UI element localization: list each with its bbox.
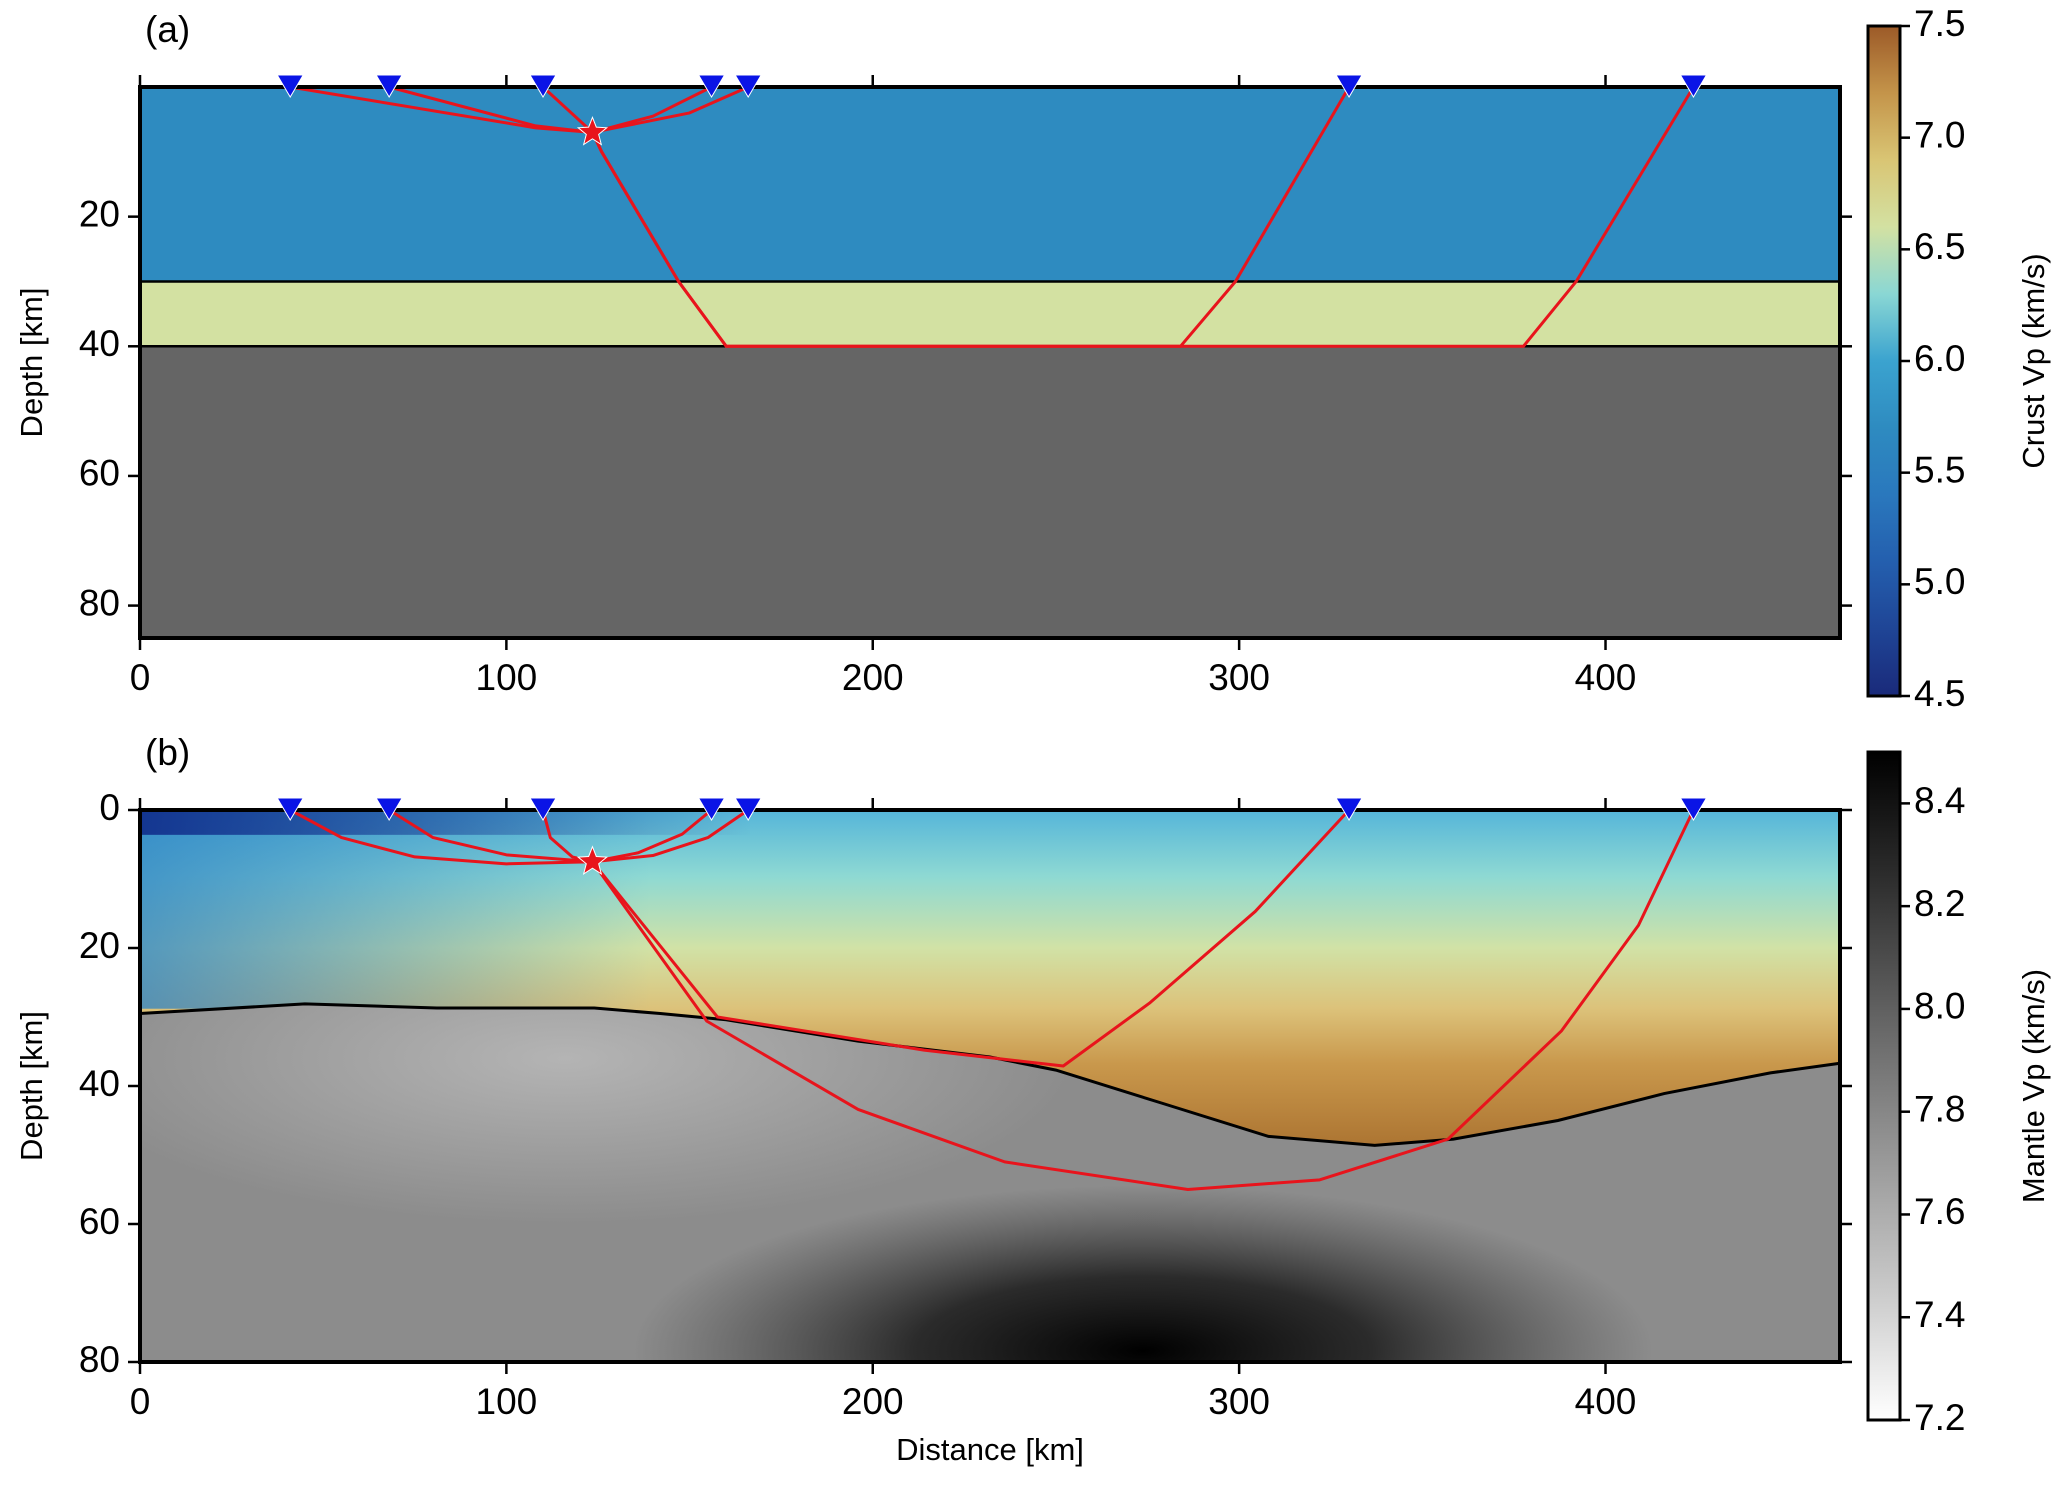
source <box>576 845 609 875</box>
colorbar <box>1866 750 1902 1422</box>
x-tick-label: 0 <box>130 1381 151 1422</box>
x-tick-label: 0 <box>130 657 151 698</box>
x-tick-label: 100 <box>476 1381 538 1422</box>
ray-path <box>592 85 749 134</box>
x-tick-label: 300 <box>1208 657 1270 698</box>
station <box>375 74 404 98</box>
station <box>734 797 763 821</box>
axes-frame <box>138 85 1842 640</box>
colorbar-tick-label: 5.5 <box>1914 449 1965 490</box>
colorbar-tick-label: 6.0 <box>1914 338 1965 379</box>
x-tick-label: 100 <box>476 657 538 698</box>
colorbar-tick-label: 7.2 <box>1914 1397 1965 1438</box>
colorbar-tick-label: 5.0 <box>1914 561 1965 602</box>
y-tick-label: 40 <box>79 323 120 364</box>
colorbar-tick-label: 7.5 <box>1914 3 1965 44</box>
x-tick-label: 200 <box>842 657 904 698</box>
station <box>697 74 726 98</box>
x-tick-label: 400 <box>1575 1381 1637 1422</box>
ray-path <box>388 808 593 864</box>
colorbar-tick-label: 8.4 <box>1914 780 1965 821</box>
layer <box>140 281 1840 347</box>
x-tick-label: 200 <box>842 1381 904 1422</box>
station <box>529 74 557 98</box>
y-tick-label: 20 <box>79 193 120 234</box>
panel-label: (b) <box>145 732 190 773</box>
colorbar-tick-label: 7.8 <box>1914 1088 1965 1129</box>
y-tick-label: 80 <box>79 582 120 623</box>
ray-path <box>591 809 1695 1191</box>
colorbar-tick-label: 8.2 <box>1914 883 1965 924</box>
colorbar-tick-label: 7.0 <box>1914 114 1965 155</box>
velocity-field <box>140 810 1840 1362</box>
colorbar-label: Crust Vp (km/s) <box>2016 253 2051 468</box>
moho <box>139 1002 1841 1147</box>
x-tick-label: 400 <box>1575 657 1637 698</box>
y-tick-label: 40 <box>79 1063 120 1104</box>
crust-left <box>140 810 1840 1009</box>
layer <box>140 346 1840 638</box>
x-axis-label: Distance [km] <box>896 1432 1084 1467</box>
ray-path <box>592 808 750 864</box>
ray-path <box>542 85 594 134</box>
colorbar-tick-label: 8.0 <box>1914 986 1965 1027</box>
colorbar-tick-label: 7.4 <box>1914 1294 1965 1335</box>
station <box>1679 74 1708 98</box>
plot-area <box>140 85 1840 638</box>
station <box>1335 797 1363 821</box>
colorbar <box>1866 24 1902 698</box>
ray-path <box>388 85 593 134</box>
station <box>734 74 763 98</box>
station <box>1335 74 1363 98</box>
colorbar-tick-label: 4.5 <box>1914 673 1965 714</box>
ray-path <box>289 808 593 866</box>
station <box>529 797 557 821</box>
layer <box>140 87 1840 282</box>
y-axis-label: Depth [km] <box>14 288 49 438</box>
colorbar-tick-label: 6.5 <box>1914 226 1965 267</box>
y-tick-label: 80 <box>79 1339 120 1380</box>
station <box>1679 797 1708 821</box>
x-tick-label: 300 <box>1208 1381 1270 1422</box>
station <box>276 797 305 821</box>
colorbar-tick-label: 7.6 <box>1914 1191 1965 1232</box>
y-tick-label: 60 <box>79 453 120 494</box>
y-axis-label: Depth [km] <box>14 1011 49 1161</box>
station <box>375 797 404 821</box>
y-tick-label: 0 <box>99 787 120 828</box>
plot-area <box>139 808 1841 1362</box>
ray-path <box>591 86 1695 348</box>
ray-path <box>592 808 713 864</box>
source <box>576 116 609 146</box>
ray-path <box>591 808 1351 1068</box>
station <box>276 74 305 98</box>
panel-label: (a) <box>145 9 190 50</box>
y-tick-label: 20 <box>79 925 120 966</box>
y-tick-label: 60 <box>79 1201 120 1242</box>
colorbar-label: Mantle Vp (km/s) <box>2016 969 2051 1203</box>
station <box>697 797 726 821</box>
